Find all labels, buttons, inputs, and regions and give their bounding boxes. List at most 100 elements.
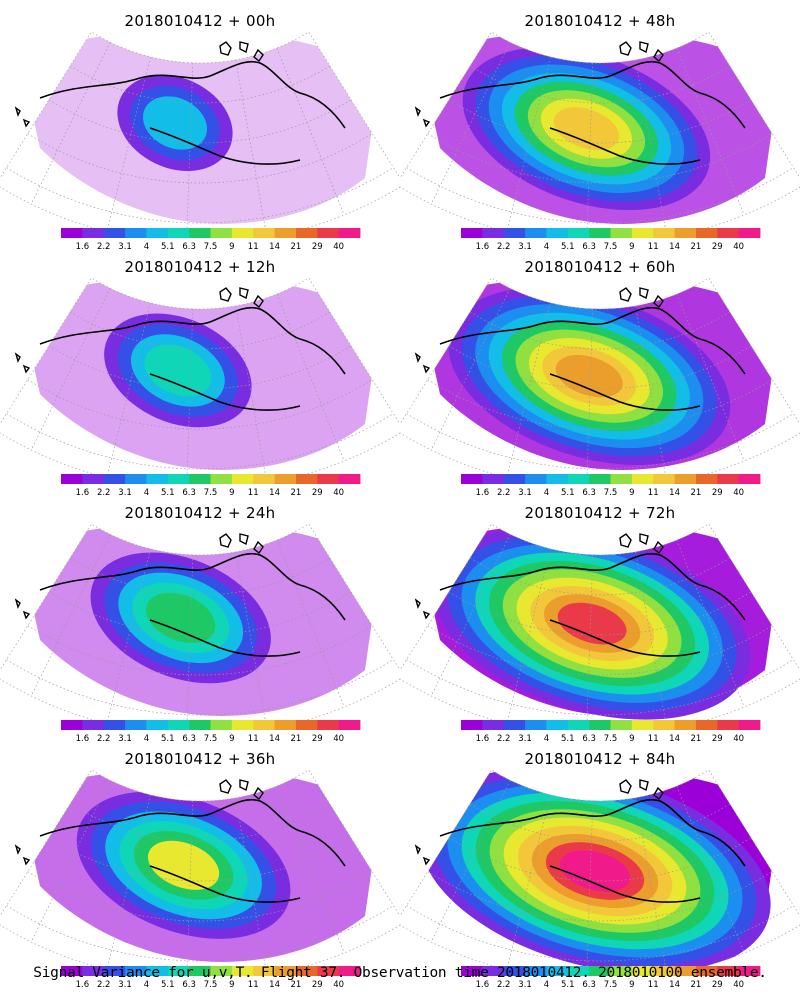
panel-title: 2018010412 + 72h: [524, 504, 676, 522]
colorbar-swatch: [695, 720, 718, 730]
colorbar-swatch: [695, 474, 718, 484]
colorbar-tick-label: 6.3: [182, 488, 196, 498]
colorbar-swatch: [610, 966, 633, 976]
colorbar-swatch: [461, 720, 483, 730]
colorbar-swatch: [274, 966, 297, 976]
colorbar-swatch: [674, 966, 697, 976]
coastline: [439, 306, 746, 411]
colorbar-tick-label: 5.1: [161, 980, 175, 990]
colorbar-swatch: [610, 228, 633, 238]
colorbar-tick-label: 3.1: [518, 242, 532, 252]
colorbar-swatch: [525, 966, 547, 976]
colorbar-tick-label: 2.2: [97, 980, 111, 990]
forecast-panel: 2018010412 + 60h 1.6 2.2 3.1 4 5.1 6.3 7.5 9 11 14…: [400, 252, 800, 498]
colorbar-tick-label: 4: [144, 734, 149, 744]
colorbar-tick-label: 7.5: [604, 980, 618, 990]
colorbar-tick-label: 9: [629, 734, 634, 744]
forecast-panel: 2018010412 + 48h 1.6 2.2 3.1 4 5.1 6.3 7.5 9 11 14…: [400, 6, 800, 252]
panel-title: 2018010412 + 24h: [124, 504, 276, 522]
colorbar-tick-label: 14: [669, 734, 680, 744]
colorbar-tick-label: 21: [291, 242, 302, 252]
colorbar-tick-label: 4: [144, 242, 149, 252]
colorbar-swatch: [546, 228, 569, 238]
colorbar-swatch: [525, 474, 547, 484]
colorbar-tick-label: 4: [544, 242, 549, 252]
colorbar-swatch: [103, 228, 126, 238]
colorbar-swatch: [589, 720, 611, 730]
colorbar-tick-label: 9: [629, 488, 634, 498]
colorbar-swatch: [503, 720, 526, 730]
variance-map: [0, 31, 400, 228]
colorbar-swatch: [210, 720, 233, 730]
colorbar-swatch: [167, 966, 190, 976]
colorbar-swatch: [146, 228, 169, 238]
colorbar-swatch: [717, 966, 740, 976]
colorbar-tick-label: 4: [544, 488, 549, 498]
colorbar-swatch: [189, 966, 211, 976]
colorbar-swatch: [338, 474, 361, 484]
colorbar-swatch: [546, 474, 569, 484]
colorbar-swatch: [295, 228, 318, 238]
colorbar-swatch: [189, 228, 211, 238]
panel-title: 2018010412 + 84h: [524, 750, 676, 768]
colorbar-swatch: [167, 474, 190, 484]
signal-contour-level: [147, 840, 220, 890]
colorbar-tick-label: 29: [312, 980, 323, 990]
colorbar-swatch: [146, 474, 169, 484]
colorbar-tick-label: 29: [312, 488, 323, 498]
colorbar-swatch: [695, 228, 718, 238]
colorbar-tick-label: 11: [248, 734, 259, 744]
colorbar-tick-label: 3.1: [118, 980, 132, 990]
colorbar-swatch: [653, 966, 675, 976]
colorbar-swatch: [482, 228, 505, 238]
arctic-islands: [414, 287, 664, 374]
colorbar-tick-label: 11: [648, 242, 659, 252]
signal-contour-level: [553, 107, 619, 151]
colorbar-swatch: [610, 474, 633, 484]
colorbar-tick-label: 14: [669, 980, 680, 990]
figure-caption: Signal Variance for u,v,T. Flight 37. Ob…: [33, 965, 767, 981]
signal-contour-level: [559, 850, 631, 892]
colorbar-swatch: [167, 228, 190, 238]
colorbar-tick-label: 3.1: [518, 488, 532, 498]
coastline: [39, 798, 346, 903]
colorbar-swatch: [189, 720, 211, 730]
colorbar-swatch: [482, 720, 505, 730]
colorbar-swatch: [103, 474, 126, 484]
colorbar-tick-label: 2.2: [97, 488, 111, 498]
colorbar-tick-label: 7.5: [604, 242, 618, 252]
signal-contour-level: [142, 96, 208, 150]
arctic-islands: [414, 533, 664, 620]
colorbar-swatch: [146, 720, 169, 730]
graticule: [6, 534, 394, 720]
colorbar-tick-label: 14: [669, 488, 680, 498]
colorbar-swatch: [295, 966, 318, 976]
colorbar-swatch: [82, 228, 105, 238]
colorbar: 1.6 2.2 3.1 4 5.1 6.3 7.5 9 11 14 21 29 40: [61, 720, 361, 744]
coastline: [439, 798, 746, 903]
colorbar-swatch: [338, 966, 361, 976]
variance-map: [0, 277, 400, 474]
colorbar-swatch: [189, 474, 211, 484]
colorbar-swatch: [503, 966, 526, 976]
colorbar-swatch: [103, 966, 126, 976]
colorbar-tick-label: 11: [248, 488, 259, 498]
colorbar-swatch: [274, 720, 297, 730]
colorbar-tick-label: 21: [291, 488, 302, 498]
graticule: [406, 288, 794, 474]
colorbar-tick-label: 5.1: [161, 734, 175, 744]
arctic-islands: [414, 41, 664, 128]
colorbar: 1.6 2.2 3.1 4 5.1 6.3 7.5 9 11 14 21 29 40: [461, 966, 761, 990]
colorbar-tick-label: 6.3: [582, 734, 596, 744]
colorbar-tick-label: 6.3: [182, 242, 196, 252]
domain-outline: [400, 769, 800, 966]
arctic-islands: [14, 41, 264, 128]
colorbar-tick-label: 1.6: [476, 488, 490, 498]
arctic-islands: [14, 533, 264, 620]
colorbar-tick-label: 9: [629, 242, 634, 252]
graticule: [406, 42, 794, 228]
colorbar-swatch: [610, 720, 633, 730]
colorbar-swatch: [525, 720, 547, 730]
signal-contour-level: [146, 592, 216, 644]
colorbar-tick-label: 1.6: [476, 242, 490, 252]
